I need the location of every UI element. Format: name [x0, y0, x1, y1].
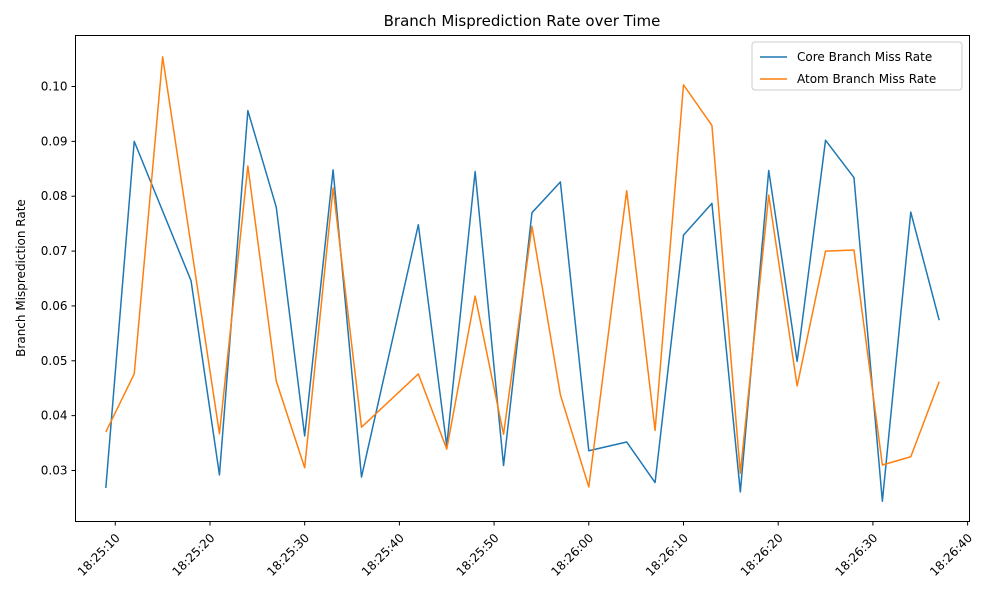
plot-lines: [105, 56, 940, 502]
y-axis-label: Branch Misprediction Rate: [14, 199, 28, 357]
plot-frame: [75, 35, 970, 522]
legend: Core Branch Miss Rate Atom Branch Miss Ra…: [751, 41, 963, 91]
x-tick-label: 18:25:10: [75, 531, 123, 579]
x-tick-label: 18:26:30: [832, 531, 880, 579]
series-line-1: [105, 109, 940, 502]
x-tick-label: 18:26:20: [738, 531, 786, 579]
y-tick-label: 0.06: [41, 299, 68, 313]
legend-box: [751, 41, 963, 91]
x-tick-label: 18:26:00: [548, 531, 596, 579]
x-tick-label: 18:25:40: [359, 531, 407, 579]
x-tick-label: 18:25:50: [454, 531, 502, 579]
y-tick-label: 0.03: [41, 463, 68, 477]
x-tick-label: 18:26:40: [927, 531, 975, 579]
y-tick-label: 0.04: [41, 409, 68, 423]
y-tick-label: 0.09: [41, 134, 68, 148]
x-tick-label: 18:25:20: [169, 531, 217, 579]
series-line-2: [105, 56, 940, 488]
legend-label-1: Core Branch Miss Rate: [797, 50, 932, 64]
y-tick-label: 0.10: [41, 80, 68, 94]
x-tick-label: 18:26:10: [643, 531, 691, 579]
y-tick-label: 0.07: [41, 244, 68, 258]
y-tick-label: 0.05: [41, 354, 68, 368]
x-axis-ticks: 18:25:10 18:25:20 18:25:30 18:25:40 18:25:50…: [75, 521, 975, 579]
x-tick-label: 18:25:30: [264, 531, 312, 579]
legend-label-2: Atom Branch Miss Rate: [797, 72, 936, 86]
chart-title: Branch Misprediction Rate over Time: [384, 12, 661, 30]
y-axis-ticks: 0.03 0.04 0.05 0.06 0.07 0.08 0.09 0.10: [41, 80, 76, 477]
y-tick-label: 0.08: [41, 189, 68, 203]
